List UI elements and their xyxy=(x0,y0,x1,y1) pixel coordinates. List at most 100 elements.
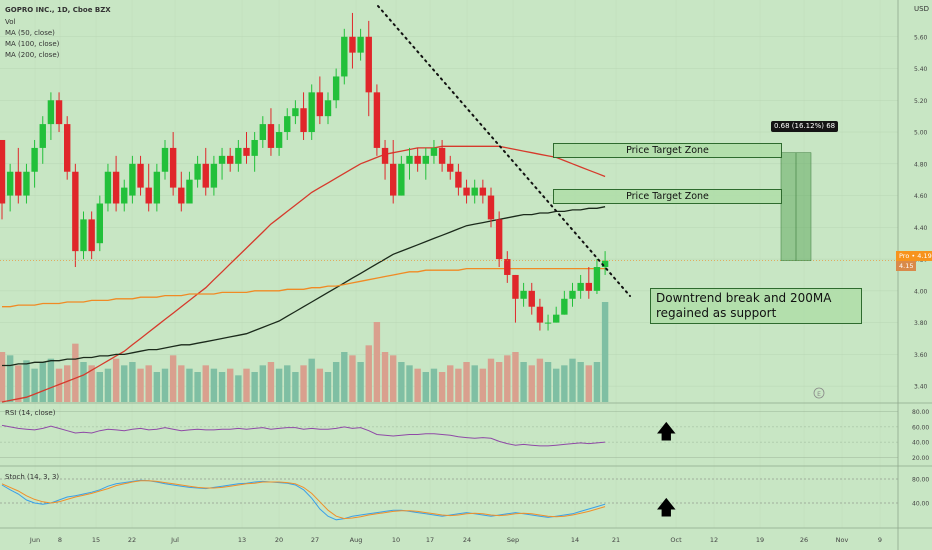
x-tick-label: 27 xyxy=(311,536,319,544)
volume-bar xyxy=(243,368,250,402)
volume-bar xyxy=(161,368,169,402)
candle-body xyxy=(601,260,609,268)
rsi-tick-label: 80.00 xyxy=(912,409,929,416)
candle-body xyxy=(308,92,315,133)
volume-bar xyxy=(251,372,258,402)
candle-body xyxy=(0,139,6,204)
volume-bars xyxy=(0,302,609,402)
earnings-marker xyxy=(813,387,825,399)
candle-body xyxy=(544,322,552,324)
volume-bar xyxy=(341,352,348,402)
candle-body xyxy=(55,100,63,125)
volume-bar xyxy=(381,352,389,402)
rsi-line xyxy=(1,424,606,447)
x-tick-label: Sep xyxy=(507,536,519,544)
y-tick-label: 4.80 xyxy=(914,161,928,168)
candle-body xyxy=(585,282,592,291)
volume-bar xyxy=(292,372,299,402)
last-price-tag: Pro • 4.19 xyxy=(896,251,932,261)
candle-body xyxy=(357,36,364,53)
price-target-zone-lower[interactable]: Price Target Zone xyxy=(553,189,782,204)
volume-bar xyxy=(169,355,177,402)
candle-body xyxy=(267,124,275,148)
y-tick-label: 5.60 xyxy=(914,34,928,41)
candles[interactable] xyxy=(0,12,609,331)
candle-body xyxy=(153,171,161,204)
candle-body xyxy=(536,306,544,323)
price-target-zone-upper[interactable]: Price Target Zone xyxy=(553,143,782,158)
drawings[interactable]: E xyxy=(0,5,898,399)
candle-body xyxy=(406,155,413,164)
volume-bar xyxy=(284,365,291,402)
candle-body xyxy=(64,124,71,172)
volume-bar xyxy=(6,355,14,402)
x-tick-label: Jul xyxy=(170,536,179,544)
candle-body xyxy=(96,203,103,244)
candle-body xyxy=(504,259,511,275)
volume-bar xyxy=(512,352,519,402)
x-tick-label: Oct xyxy=(670,536,682,544)
candle-body xyxy=(275,132,283,148)
candle-body xyxy=(88,219,95,252)
x-tick-label: 14 xyxy=(571,536,579,544)
y-tick-label: 4.40 xyxy=(914,225,928,232)
x-tick-label: 10 xyxy=(392,536,400,544)
x-tick-label: 20 xyxy=(275,536,283,544)
stoch-tick-label: 40.00 xyxy=(912,501,929,508)
stoch-up-arrow-icon: 🡅 xyxy=(656,495,677,519)
x-tick-label: 17 xyxy=(426,536,434,544)
volume-bar xyxy=(39,362,46,402)
candle-body xyxy=(227,155,234,164)
volume-bar xyxy=(300,365,307,402)
x-tick-label: 22 xyxy=(128,536,136,544)
volume-bar xyxy=(406,365,413,402)
candle-body xyxy=(161,147,169,172)
y-tick-label: 3.40 xyxy=(914,384,928,391)
volume-bar xyxy=(569,358,576,402)
volume-bar xyxy=(23,360,30,402)
volume-bar xyxy=(267,362,275,402)
candle-body xyxy=(341,36,348,77)
volume-bar xyxy=(112,358,120,402)
candle-body xyxy=(438,147,446,164)
candle-body xyxy=(479,187,487,196)
candle-body xyxy=(316,92,324,117)
candle-body xyxy=(561,298,568,315)
candle-body xyxy=(218,155,226,164)
candle-body xyxy=(80,219,87,252)
volume-bar xyxy=(447,365,454,402)
x-tick-label: Jun xyxy=(29,536,40,544)
candle-body xyxy=(300,108,307,133)
volume-bar xyxy=(137,368,144,402)
volume-bar xyxy=(218,372,226,402)
volume-bar xyxy=(145,365,152,402)
x-tick-label: 26 xyxy=(800,536,808,544)
y-tick-label: 4.60 xyxy=(914,193,928,200)
volume-bar xyxy=(577,362,584,402)
stoch-legend: Stoch (14, 3, 3) xyxy=(5,473,60,481)
candle-body xyxy=(332,76,340,101)
candle-body xyxy=(243,147,250,156)
candle-body xyxy=(390,163,397,196)
volume-bar xyxy=(357,362,364,402)
volume-bar xyxy=(455,368,462,402)
candle-body xyxy=(593,267,601,291)
volume-bar xyxy=(561,365,568,402)
candle-body xyxy=(145,187,152,204)
volume-bar xyxy=(210,368,218,402)
ma200-legend: MA (200, close) xyxy=(5,51,60,59)
analysis-note[interactable]: Downtrend break and 200MA regained as su… xyxy=(650,288,862,324)
volume-bar xyxy=(15,365,22,402)
candle-body xyxy=(447,163,454,172)
volume-bar xyxy=(80,362,87,402)
y-tick-label: 3.60 xyxy=(914,352,928,359)
rsi-up-arrow-icon: 🡅 xyxy=(656,419,677,443)
candle-body xyxy=(72,171,79,252)
candle-body xyxy=(137,163,144,188)
volume-bar xyxy=(72,343,79,402)
volume-bar xyxy=(553,368,560,402)
candle-body xyxy=(178,187,185,204)
volume-bar xyxy=(471,365,478,402)
